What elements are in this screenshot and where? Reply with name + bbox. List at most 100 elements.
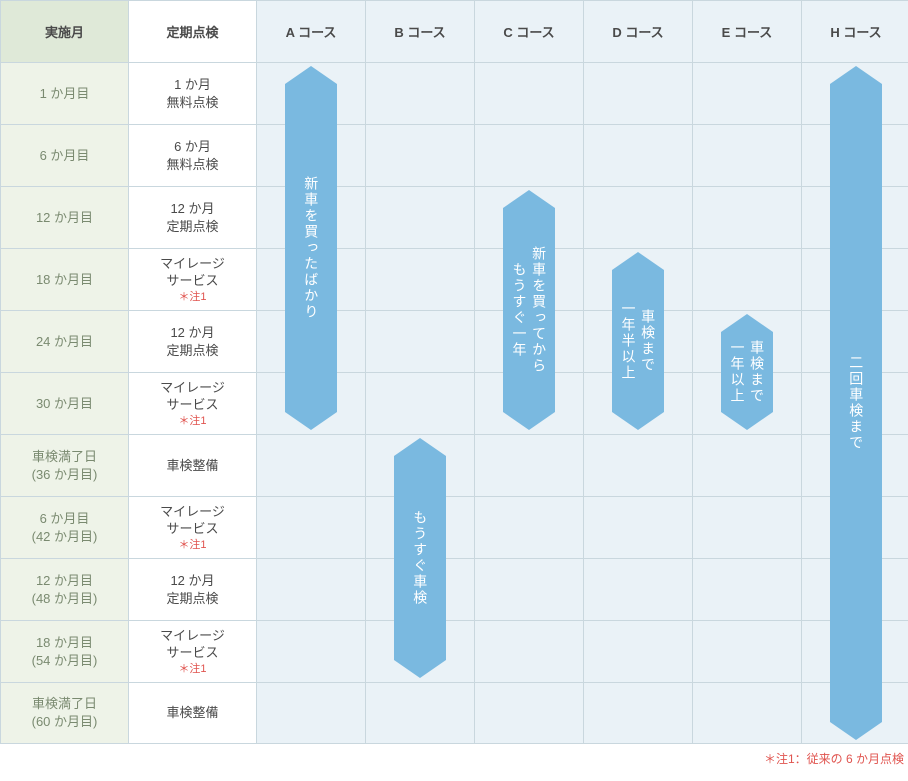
cell-0-4: [692, 62, 801, 124]
cell-9-0: [256, 620, 365, 682]
cell-6-3: [583, 434, 692, 496]
cell-3-5: [801, 248, 908, 310]
month-10: 車検満了日 (60 か月目): [0, 682, 128, 744]
cell-7-4: [692, 496, 801, 558]
header-0: 実施月: [0, 0, 128, 62]
inspection-5: マイレージ サービス＊注1: [128, 372, 256, 434]
header-2: A コース: [256, 0, 365, 62]
cell-10-2: [474, 682, 583, 744]
inspection-text: マイレージ サービス: [160, 379, 225, 414]
cell-7-1: [365, 496, 474, 558]
cell-6-2: [474, 434, 583, 496]
month-9: 18 か月目 (54 か月目): [0, 620, 128, 682]
inspection-6: 車検整備: [128, 434, 256, 496]
cell-4-1: [365, 310, 474, 372]
cell-2-0: [256, 186, 365, 248]
cell-10-4: [692, 682, 801, 744]
inspection-text: マイレージ サービス: [160, 255, 225, 290]
cell-1-1: [365, 124, 474, 186]
cell-4-4: [692, 310, 801, 372]
cell-8-5: [801, 558, 908, 620]
cell-8-1: [365, 558, 474, 620]
month-1: 6 か月目: [0, 124, 128, 186]
cell-2-5: [801, 186, 908, 248]
cell-0-0: [256, 62, 365, 124]
inspection-2: 12 か月 定期点検: [128, 186, 256, 248]
cell-8-3: [583, 558, 692, 620]
cell-6-0: [256, 434, 365, 496]
cell-5-5: [801, 372, 908, 434]
inspection-text: 12 か月 定期点検: [166, 324, 218, 359]
cell-9-5: [801, 620, 908, 682]
cell-2-3: [583, 186, 692, 248]
cell-0-5: [801, 62, 908, 124]
cell-10-3: [583, 682, 692, 744]
cell-5-3: [583, 372, 692, 434]
cell-1-0: [256, 124, 365, 186]
cell-8-0: [256, 558, 365, 620]
cell-3-3: [583, 248, 692, 310]
inspection-note: ＊注1: [178, 538, 206, 553]
inspection-9: マイレージ サービス＊注1: [128, 620, 256, 682]
inspection-text: 1 か月 無料点検: [166, 76, 218, 111]
cell-5-4: [692, 372, 801, 434]
header-7: H コース: [801, 0, 908, 62]
inspection-7: マイレージ サービス＊注1: [128, 496, 256, 558]
cell-10-5: [801, 682, 908, 744]
cell-1-4: [692, 124, 801, 186]
inspection-text: 12 か月 定期点検: [166, 200, 218, 235]
inspection-text: 車検整備: [166, 457, 218, 475]
cell-7-5: [801, 496, 908, 558]
cell-9-2: [474, 620, 583, 682]
inspection-note: ＊注1: [178, 290, 206, 305]
cell-3-2: [474, 248, 583, 310]
cell-5-1: [365, 372, 474, 434]
month-8: 12 か月目 (48 か月目): [0, 558, 128, 620]
header-1: 定期点検: [128, 0, 256, 62]
inspection-10: 車検整備: [128, 682, 256, 744]
cell-5-0: [256, 372, 365, 434]
cell-4-3: [583, 310, 692, 372]
header-4: C コース: [474, 0, 583, 62]
cell-9-3: [583, 620, 692, 682]
cell-10-1: [365, 682, 474, 744]
cell-9-1: [365, 620, 474, 682]
course-grid: 実施月定期点検A コースB コースC コースD コースE コースH コース1 か…: [0, 0, 908, 744]
cell-7-3: [583, 496, 692, 558]
month-7: 6 か月目 (42 か月目): [0, 496, 128, 558]
inspection-3: マイレージ サービス＊注1: [128, 248, 256, 310]
footnote: ＊注1：従来の 6 か月点検: [0, 744, 908, 767]
inspection-note: ＊注1: [178, 414, 206, 429]
cell-7-0: [256, 496, 365, 558]
month-4: 24 か月目: [0, 310, 128, 372]
header-3: B コース: [365, 0, 474, 62]
inspection-note: ＊注1: [178, 662, 206, 677]
inspection-4: 12 か月 定期点検: [128, 310, 256, 372]
cell-8-2: [474, 558, 583, 620]
cell-4-2: [474, 310, 583, 372]
cell-4-5: [801, 310, 908, 372]
cell-6-4: [692, 434, 801, 496]
cell-8-4: [692, 558, 801, 620]
cell-0-2: [474, 62, 583, 124]
cell-9-4: [692, 620, 801, 682]
cell-2-1: [365, 186, 474, 248]
month-6: 車検満了日 (36 か月目): [0, 434, 128, 496]
month-2: 12 か月目: [0, 186, 128, 248]
cell-4-0: [256, 310, 365, 372]
cell-7-2: [474, 496, 583, 558]
month-5: 30 か月目: [0, 372, 128, 434]
inspection-1: 6 か月 無料点検: [128, 124, 256, 186]
cell-3-0: [256, 248, 365, 310]
cell-0-3: [583, 62, 692, 124]
inspection-text: マイレージ サービス: [160, 503, 225, 538]
inspection-text: マイレージ サービス: [160, 627, 225, 662]
cell-6-5: [801, 434, 908, 496]
cell-6-1: [365, 434, 474, 496]
cell-2-4: [692, 186, 801, 248]
inspection-0: 1 か月 無料点検: [128, 62, 256, 124]
header-6: E コース: [692, 0, 801, 62]
cell-2-2: [474, 186, 583, 248]
cell-1-5: [801, 124, 908, 186]
cell-0-1: [365, 62, 474, 124]
